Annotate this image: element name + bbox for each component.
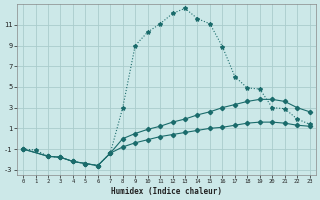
X-axis label: Humidex (Indice chaleur): Humidex (Indice chaleur)	[111, 187, 222, 196]
